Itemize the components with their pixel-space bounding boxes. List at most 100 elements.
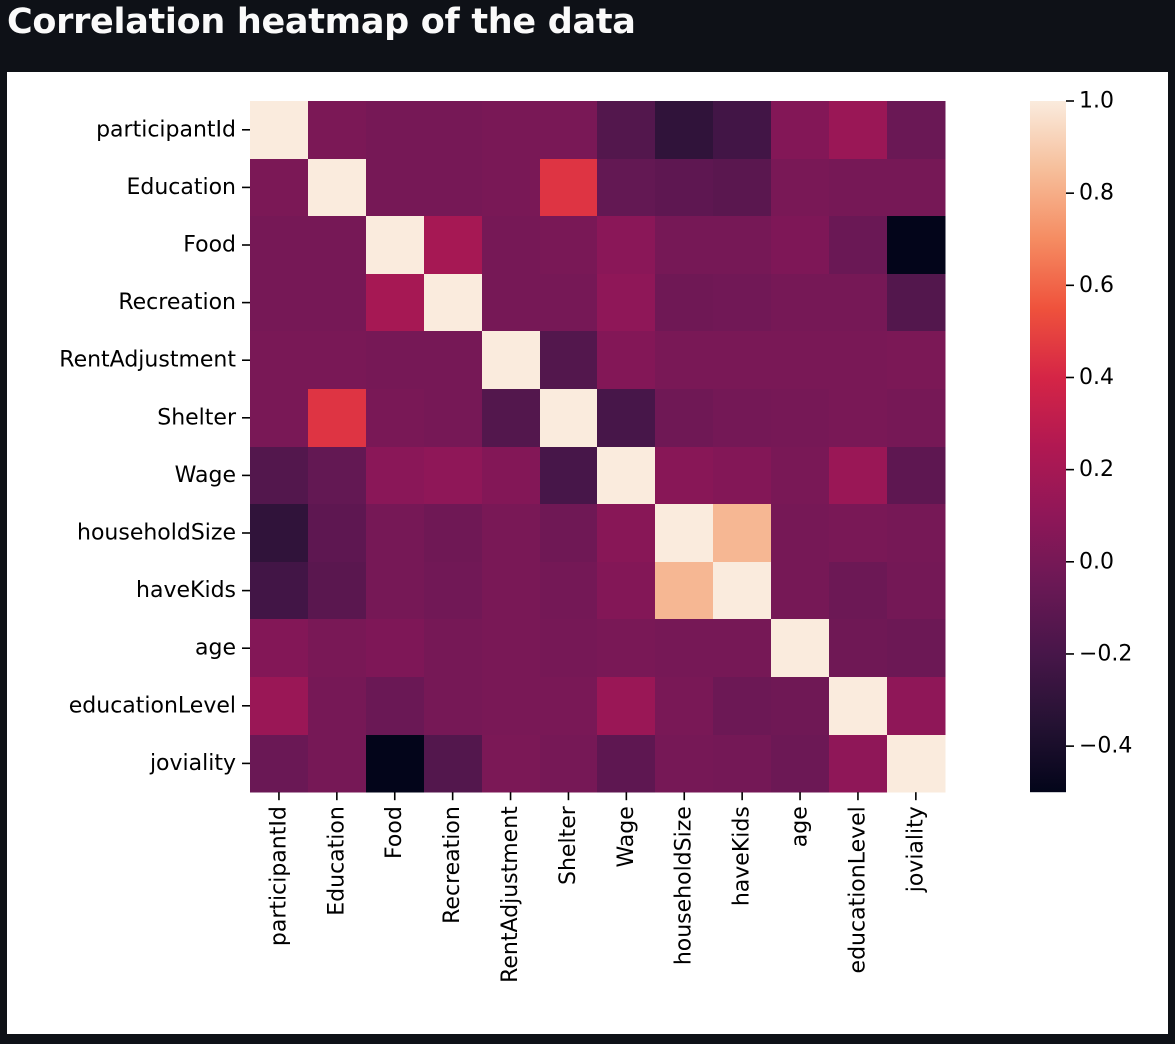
heatmap-cell xyxy=(713,331,772,390)
heatmap-cell xyxy=(829,562,888,620)
heatmap-cell xyxy=(887,331,946,390)
heatmap-cell xyxy=(887,562,946,620)
heatmap-cell xyxy=(655,735,714,793)
x-tick-label: haveKids xyxy=(730,806,755,906)
heatmap-cell xyxy=(887,447,946,505)
heatmap-cell xyxy=(366,101,425,160)
heatmap-cell xyxy=(308,447,367,505)
heatmap-cell xyxy=(424,562,483,620)
heatmap-cell xyxy=(424,447,483,505)
y-tick-label: age xyxy=(195,636,236,661)
heatmap-cell xyxy=(366,159,425,217)
heatmap-cell xyxy=(482,619,541,678)
x-tick-label: Wage xyxy=(614,806,639,867)
heatmap-cell xyxy=(597,504,656,563)
heatmap-cell xyxy=(597,619,656,678)
heatmap-cell xyxy=(540,504,598,563)
heatmap-cell xyxy=(540,619,598,678)
heatmap-cell xyxy=(424,677,483,736)
heatmap-cell xyxy=(482,504,541,563)
heatmap-chart: participantId Education Food Recreation Rent… xyxy=(59,89,1132,983)
heatmap-cell xyxy=(655,619,714,678)
heatmap-cell xyxy=(250,619,309,678)
colorbar-gradient xyxy=(1030,101,1066,793)
heatmap-cell xyxy=(829,735,888,793)
heatmap-cells xyxy=(250,101,946,793)
heatmap-cell xyxy=(713,389,772,448)
y-tick-label: RentAdjustment xyxy=(59,348,236,373)
heatmap-cell xyxy=(713,677,772,736)
page-title: Correlation heatmap of the data xyxy=(7,2,636,42)
heatmap-cell xyxy=(482,331,541,390)
heatmap-figure: participantId Education Food Recreation Rent… xyxy=(7,72,1168,1034)
heatmap-cell xyxy=(424,331,483,390)
heatmap-cell xyxy=(655,274,714,332)
heatmap-cell xyxy=(829,447,888,505)
heatmap-cell xyxy=(308,504,367,563)
heatmap-cell xyxy=(829,216,888,275)
heatmap-cell xyxy=(308,274,367,332)
heatmap-cell xyxy=(540,216,598,275)
heatmap-cell xyxy=(540,447,598,505)
x-tick-label: educationLevel xyxy=(845,806,870,973)
heatmap-cell xyxy=(424,735,483,793)
heatmap-cell xyxy=(771,504,830,563)
colorbar-tick-label: −0.2 xyxy=(1079,641,1132,666)
heatmap-cell xyxy=(829,504,888,563)
heatmap-cell xyxy=(366,331,425,390)
heatmap-cell xyxy=(771,677,830,736)
heatmap-cell xyxy=(655,101,714,160)
x-tick-label: Education xyxy=(324,806,349,916)
heatmap-cell xyxy=(771,562,830,620)
heatmap-cell xyxy=(308,735,367,793)
colorbar-tick-label: 0.4 xyxy=(1079,365,1114,390)
heatmap-cell xyxy=(887,274,946,332)
heatmap-cell xyxy=(771,101,830,160)
heatmap-cell xyxy=(250,331,309,390)
heatmap-cell xyxy=(482,735,541,793)
heatmap-cell xyxy=(482,274,541,332)
heatmap-cell xyxy=(713,101,772,160)
heatmap-cell xyxy=(424,274,483,332)
heatmap-cell xyxy=(308,619,367,678)
heatmap-cell xyxy=(540,159,598,217)
heatmap-cell xyxy=(250,101,309,160)
heatmap-cell xyxy=(597,677,656,736)
heatmap-cell xyxy=(655,389,714,448)
heatmap-cell xyxy=(771,735,830,793)
colorbar-tick-label: 0.2 xyxy=(1079,457,1114,482)
heatmap-cell xyxy=(829,331,888,390)
heatmap-cell xyxy=(308,562,367,620)
heatmap-cell xyxy=(250,677,309,736)
heatmap-cell xyxy=(887,735,946,793)
colorbar-tick-label: −0.4 xyxy=(1079,734,1132,759)
y-tick-label: haveKids xyxy=(136,578,236,603)
colorbar-tick-label: 0.8 xyxy=(1079,181,1114,206)
heatmap-cell xyxy=(424,504,483,563)
heatmap-cell xyxy=(540,562,598,620)
heatmap-cell xyxy=(540,331,598,390)
heatmap-cell xyxy=(829,389,888,448)
heatmap-cell xyxy=(366,562,425,620)
x-tick-label: householdSize xyxy=(672,806,697,965)
colorbar-tick-label: 0.6 xyxy=(1079,273,1114,298)
heatmap-cell xyxy=(366,619,425,678)
heatmap-cell xyxy=(887,504,946,563)
heatmap-cell xyxy=(597,216,656,275)
y-axis: participantId Education Food Recreation Rent… xyxy=(59,117,250,776)
heatmap-cell xyxy=(597,735,656,793)
heatmap-cell xyxy=(308,331,367,390)
heatmap-cell xyxy=(655,216,714,275)
colorbar-tick-label: 0.0 xyxy=(1079,549,1114,574)
y-tick-label: Recreation xyxy=(118,290,236,315)
heatmap-cell xyxy=(597,331,656,390)
heatmap-cell xyxy=(713,735,772,793)
heatmap-cell xyxy=(482,101,541,160)
heatmap-cell xyxy=(771,159,830,217)
y-tick-label: Food xyxy=(183,233,236,258)
heatmap-cell xyxy=(887,159,946,217)
x-tick-label: Recreation xyxy=(440,806,465,924)
heatmap-cell xyxy=(713,619,772,678)
y-tick-label: Shelter xyxy=(157,405,237,430)
heatmap-cell xyxy=(829,101,888,160)
